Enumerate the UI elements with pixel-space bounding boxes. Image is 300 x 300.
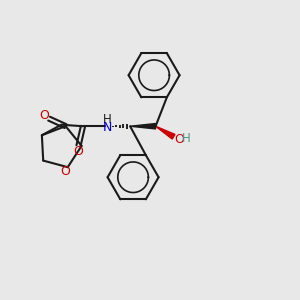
Text: O: O [74,145,83,158]
Text: O: O [60,165,70,178]
Text: H: H [103,113,112,126]
Polygon shape [130,124,156,129]
Polygon shape [156,126,175,139]
Text: O: O [39,109,49,122]
Text: O: O [174,133,184,146]
Text: N: N [103,121,112,134]
Text: H: H [182,132,190,145]
